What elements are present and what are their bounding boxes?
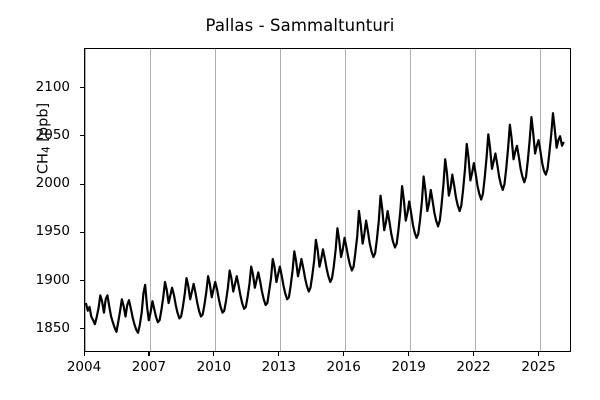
xtick-label-2004: 2004 <box>66 359 102 375</box>
xtick-label-2010: 2010 <box>196 359 232 375</box>
xtick-mark-2007 <box>148 352 150 356</box>
trend-line-path <box>85 112 565 334</box>
ytick-mark-1950 <box>80 231 84 233</box>
gridline-2013 <box>279 49 281 351</box>
ytick-mark-2000 <box>80 183 84 185</box>
gridline-2022 <box>474 49 476 351</box>
ytick-mark-1900 <box>80 280 84 282</box>
ytick-label-2100: 2100 <box>35 78 70 95</box>
gridline-2010 <box>214 49 216 351</box>
gridline-2025 <box>539 49 541 351</box>
xtick-mark-2019 <box>408 352 410 356</box>
chart-title: Pallas - Sammaltunturi <box>205 16 395 35</box>
xtick-mark-2025 <box>538 352 540 356</box>
xtick-mark-2004 <box>83 352 85 356</box>
ytick-mark-1850 <box>80 328 84 330</box>
gridline-2019 <box>409 49 411 351</box>
gridline-2004 <box>85 49 86 351</box>
xtick-mark-2013 <box>278 352 280 356</box>
xtick-label-2007: 2007 <box>131 359 167 375</box>
gridline-2007 <box>149 49 151 351</box>
xtick-mark-2022 <box>473 352 475 356</box>
ytick-label-2000: 2000 <box>35 175 70 192</box>
gridline-2016 <box>344 49 346 351</box>
xtick-mark-2016 <box>343 352 345 356</box>
xtick-label-2016: 2016 <box>326 359 361 375</box>
trend-line-series <box>85 112 565 334</box>
data-layer <box>85 49 570 351</box>
ytick-label-1900: 1900 <box>35 271 70 288</box>
ytick-label-1950: 1950 <box>35 223 70 240</box>
xtick-label-2019: 2019 <box>391 359 426 375</box>
ytick-label-2050: 2050 <box>35 126 70 143</box>
xtick-label-2013: 2013 <box>261 359 296 375</box>
ytick-mark-2050 <box>80 135 84 137</box>
ytick-mark-2100 <box>80 87 84 89</box>
plot-area <box>84 48 571 352</box>
xtick-label-2022: 2022 <box>456 359 491 375</box>
gridlines <box>85 49 570 351</box>
xtick-label-2025: 2025 <box>521 359 556 375</box>
xtick-mark-2010 <box>213 352 215 356</box>
ytick-label-1850: 1850 <box>35 319 70 336</box>
